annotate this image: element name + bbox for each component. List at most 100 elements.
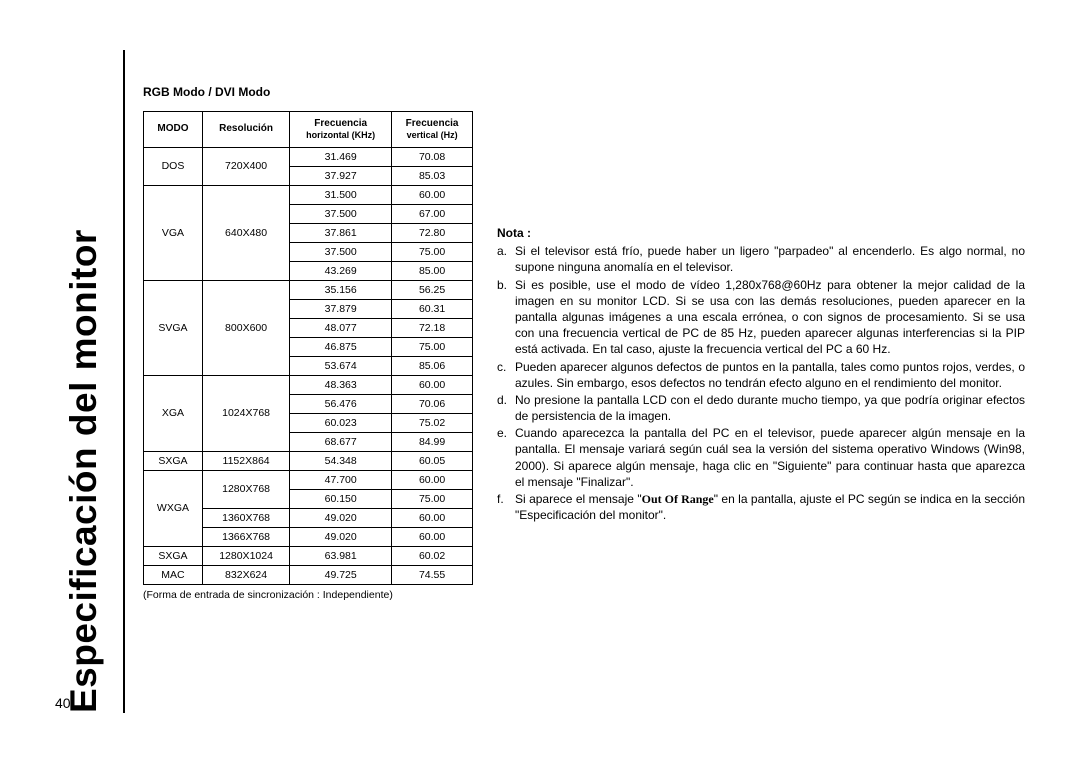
table-body: DOS720X40031.46970.0837.92785.03VGA640X4… bbox=[144, 147, 473, 584]
cell-freq-h: 48.363 bbox=[290, 375, 392, 394]
cell-freq-v: 72.18 bbox=[392, 318, 473, 337]
cell-freq-v: 56.25 bbox=[392, 280, 473, 299]
cell-mode: WXGA bbox=[144, 470, 203, 546]
out-of-range-text: Out Of Range bbox=[642, 492, 714, 506]
table-footnote: (Forma de entrada de sincronización : In… bbox=[143, 589, 473, 601]
cell-freq-h: 48.077 bbox=[290, 318, 392, 337]
table-header-row: MODO Resolución Frecuenciahorizontal (KH… bbox=[144, 112, 473, 148]
nota-text: Cuando aparecezca la pantalla del PC en … bbox=[515, 425, 1025, 490]
cell-mode: XGA bbox=[144, 375, 203, 451]
nota-item: e.Cuando aparecezca la pantalla del PC e… bbox=[497, 425, 1025, 490]
cell-freq-h: 49.020 bbox=[290, 508, 392, 527]
cell-freq-v: 85.06 bbox=[392, 356, 473, 375]
cell-freq-v: 84.99 bbox=[392, 432, 473, 451]
cell-freq-h: 60.150 bbox=[290, 489, 392, 508]
cell-freq-v: 60.02 bbox=[392, 546, 473, 565]
cell-freq-v: 85.03 bbox=[392, 166, 473, 185]
spec-table: MODO Resolución Frecuenciahorizontal (KH… bbox=[143, 111, 473, 585]
cell-mode: SVGA bbox=[144, 280, 203, 375]
cell-freq-v: 60.00 bbox=[392, 527, 473, 546]
nota-label: e. bbox=[497, 425, 515, 490]
cell-freq-v: 75.00 bbox=[392, 242, 473, 261]
cell-freq-h: 43.269 bbox=[290, 261, 392, 280]
cell-resolution: 1360X768 bbox=[202, 508, 289, 527]
cell-freq-h: 31.500 bbox=[290, 185, 392, 204]
cell-freq-h: 37.500 bbox=[290, 242, 392, 261]
table-row: WXGA1280X76847.70060.00 bbox=[144, 470, 473, 489]
cell-resolution: 720X400 bbox=[202, 147, 289, 185]
nota-item: c.Pueden aparecer algunos defectos de pu… bbox=[497, 359, 1025, 391]
nota-label: b. bbox=[497, 277, 515, 358]
cell-mode: DOS bbox=[144, 147, 203, 185]
cell-mode: SXGA bbox=[144, 546, 203, 565]
col-freq-v: Frecuenciavertical (Hz) bbox=[392, 112, 473, 148]
left-column: RGB Modo / DVI Modo MODO Resolución Frec… bbox=[143, 85, 473, 713]
nota-item: b.Si es posible, use el modo de vídeo 1,… bbox=[497, 277, 1025, 358]
cell-freq-h: 54.348 bbox=[290, 451, 392, 470]
cell-freq-h: 35.156 bbox=[290, 280, 392, 299]
nota-label: a. bbox=[497, 243, 515, 275]
cell-resolution: 1366X768 bbox=[202, 527, 289, 546]
cell-freq-h: 31.469 bbox=[290, 147, 392, 166]
col-resolucion: Resolución bbox=[202, 112, 289, 148]
cell-freq-v: 60.00 bbox=[392, 470, 473, 489]
cell-freq-h: 37.861 bbox=[290, 223, 392, 242]
cell-freq-v: 60.00 bbox=[392, 375, 473, 394]
nota-item: f.Si aparece el mensaje "Out Of Range" e… bbox=[497, 491, 1025, 523]
nota-item: d.No presione la pantalla LCD con el ded… bbox=[497, 392, 1025, 424]
nota-list: a.Si el televisor está frío, puede haber… bbox=[497, 243, 1025, 523]
cell-freq-h: 68.677 bbox=[290, 432, 392, 451]
nota-text: Si el televisor está frío, puede haber u… bbox=[515, 243, 1025, 275]
cell-freq-h: 47.700 bbox=[290, 470, 392, 489]
cell-mode: MAC bbox=[144, 565, 203, 584]
table-row: SXGA1280X102463.98160.02 bbox=[144, 546, 473, 565]
nota-item: a.Si el televisor está frío, puede haber… bbox=[497, 243, 1025, 275]
cell-freq-v: 70.06 bbox=[392, 394, 473, 413]
cell-resolution: 832X624 bbox=[202, 565, 289, 584]
cell-freq-v: 72.80 bbox=[392, 223, 473, 242]
cell-mode: SXGA bbox=[144, 451, 203, 470]
cell-freq-h: 37.500 bbox=[290, 204, 392, 223]
cell-freq-v: 74.55 bbox=[392, 565, 473, 584]
cell-freq-v: 75.00 bbox=[392, 489, 473, 508]
cell-freq-h: 37.879 bbox=[290, 299, 392, 318]
nota-text: Pueden aparecer algunos defectos de punt… bbox=[515, 359, 1025, 391]
section-title-vertical: Especificación del monitor bbox=[55, 50, 105, 713]
nota-label: c. bbox=[497, 359, 515, 391]
page-number: 40 bbox=[55, 695, 71, 711]
cell-freq-v: 75.00 bbox=[392, 337, 473, 356]
cell-freq-v: 60.00 bbox=[392, 508, 473, 527]
nota-text: Si es posible, use el modo de vídeo 1,28… bbox=[515, 277, 1025, 358]
cell-resolution: 800X600 bbox=[202, 280, 289, 375]
table-row: DOS720X40031.46970.08 bbox=[144, 147, 473, 166]
right-column: Nota : a.Si el televisor está frío, pued… bbox=[497, 85, 1025, 713]
table-row: VGA640X48031.50060.00 bbox=[144, 185, 473, 204]
cell-freq-v: 60.05 bbox=[392, 451, 473, 470]
cell-freq-v: 70.08 bbox=[392, 147, 473, 166]
table-row: XGA1024X76848.36360.00 bbox=[144, 375, 473, 394]
cell-resolution: 640X480 bbox=[202, 185, 289, 280]
cell-freq-h: 60.023 bbox=[290, 413, 392, 432]
col-modo: MODO bbox=[144, 112, 203, 148]
vertical-divider bbox=[123, 50, 125, 713]
cell-resolution: 1280X1024 bbox=[202, 546, 289, 565]
cell-freq-v: 85.00 bbox=[392, 261, 473, 280]
cell-freq-h: 56.476 bbox=[290, 394, 392, 413]
cell-freq-h: 49.725 bbox=[290, 565, 392, 584]
cell-freq-v: 75.02 bbox=[392, 413, 473, 432]
cell-freq-h: 53.674 bbox=[290, 356, 392, 375]
nota-label: d. bbox=[497, 392, 515, 424]
cell-resolution: 1152X864 bbox=[202, 451, 289, 470]
cell-freq-h: 37.927 bbox=[290, 166, 392, 185]
nota-heading: Nota : bbox=[497, 225, 1025, 241]
table-row: SVGA800X60035.15656.25 bbox=[144, 280, 473, 299]
cell-freq-v: 60.31 bbox=[392, 299, 473, 318]
cell-mode: VGA bbox=[144, 185, 203, 280]
page-frame: Especificación del monitor RGB Modo / DV… bbox=[55, 50, 1025, 713]
cell-resolution: 1024X768 bbox=[202, 375, 289, 451]
nota-text: No presione la pantalla LCD con el dedo … bbox=[515, 392, 1025, 424]
cell-freq-h: 63.981 bbox=[290, 546, 392, 565]
col-freq-h: Frecuenciahorizontal (KHz) bbox=[290, 112, 392, 148]
cell-resolution: 1280X768 bbox=[202, 470, 289, 508]
table-row: MAC832X62449.72574.55 bbox=[144, 565, 473, 584]
